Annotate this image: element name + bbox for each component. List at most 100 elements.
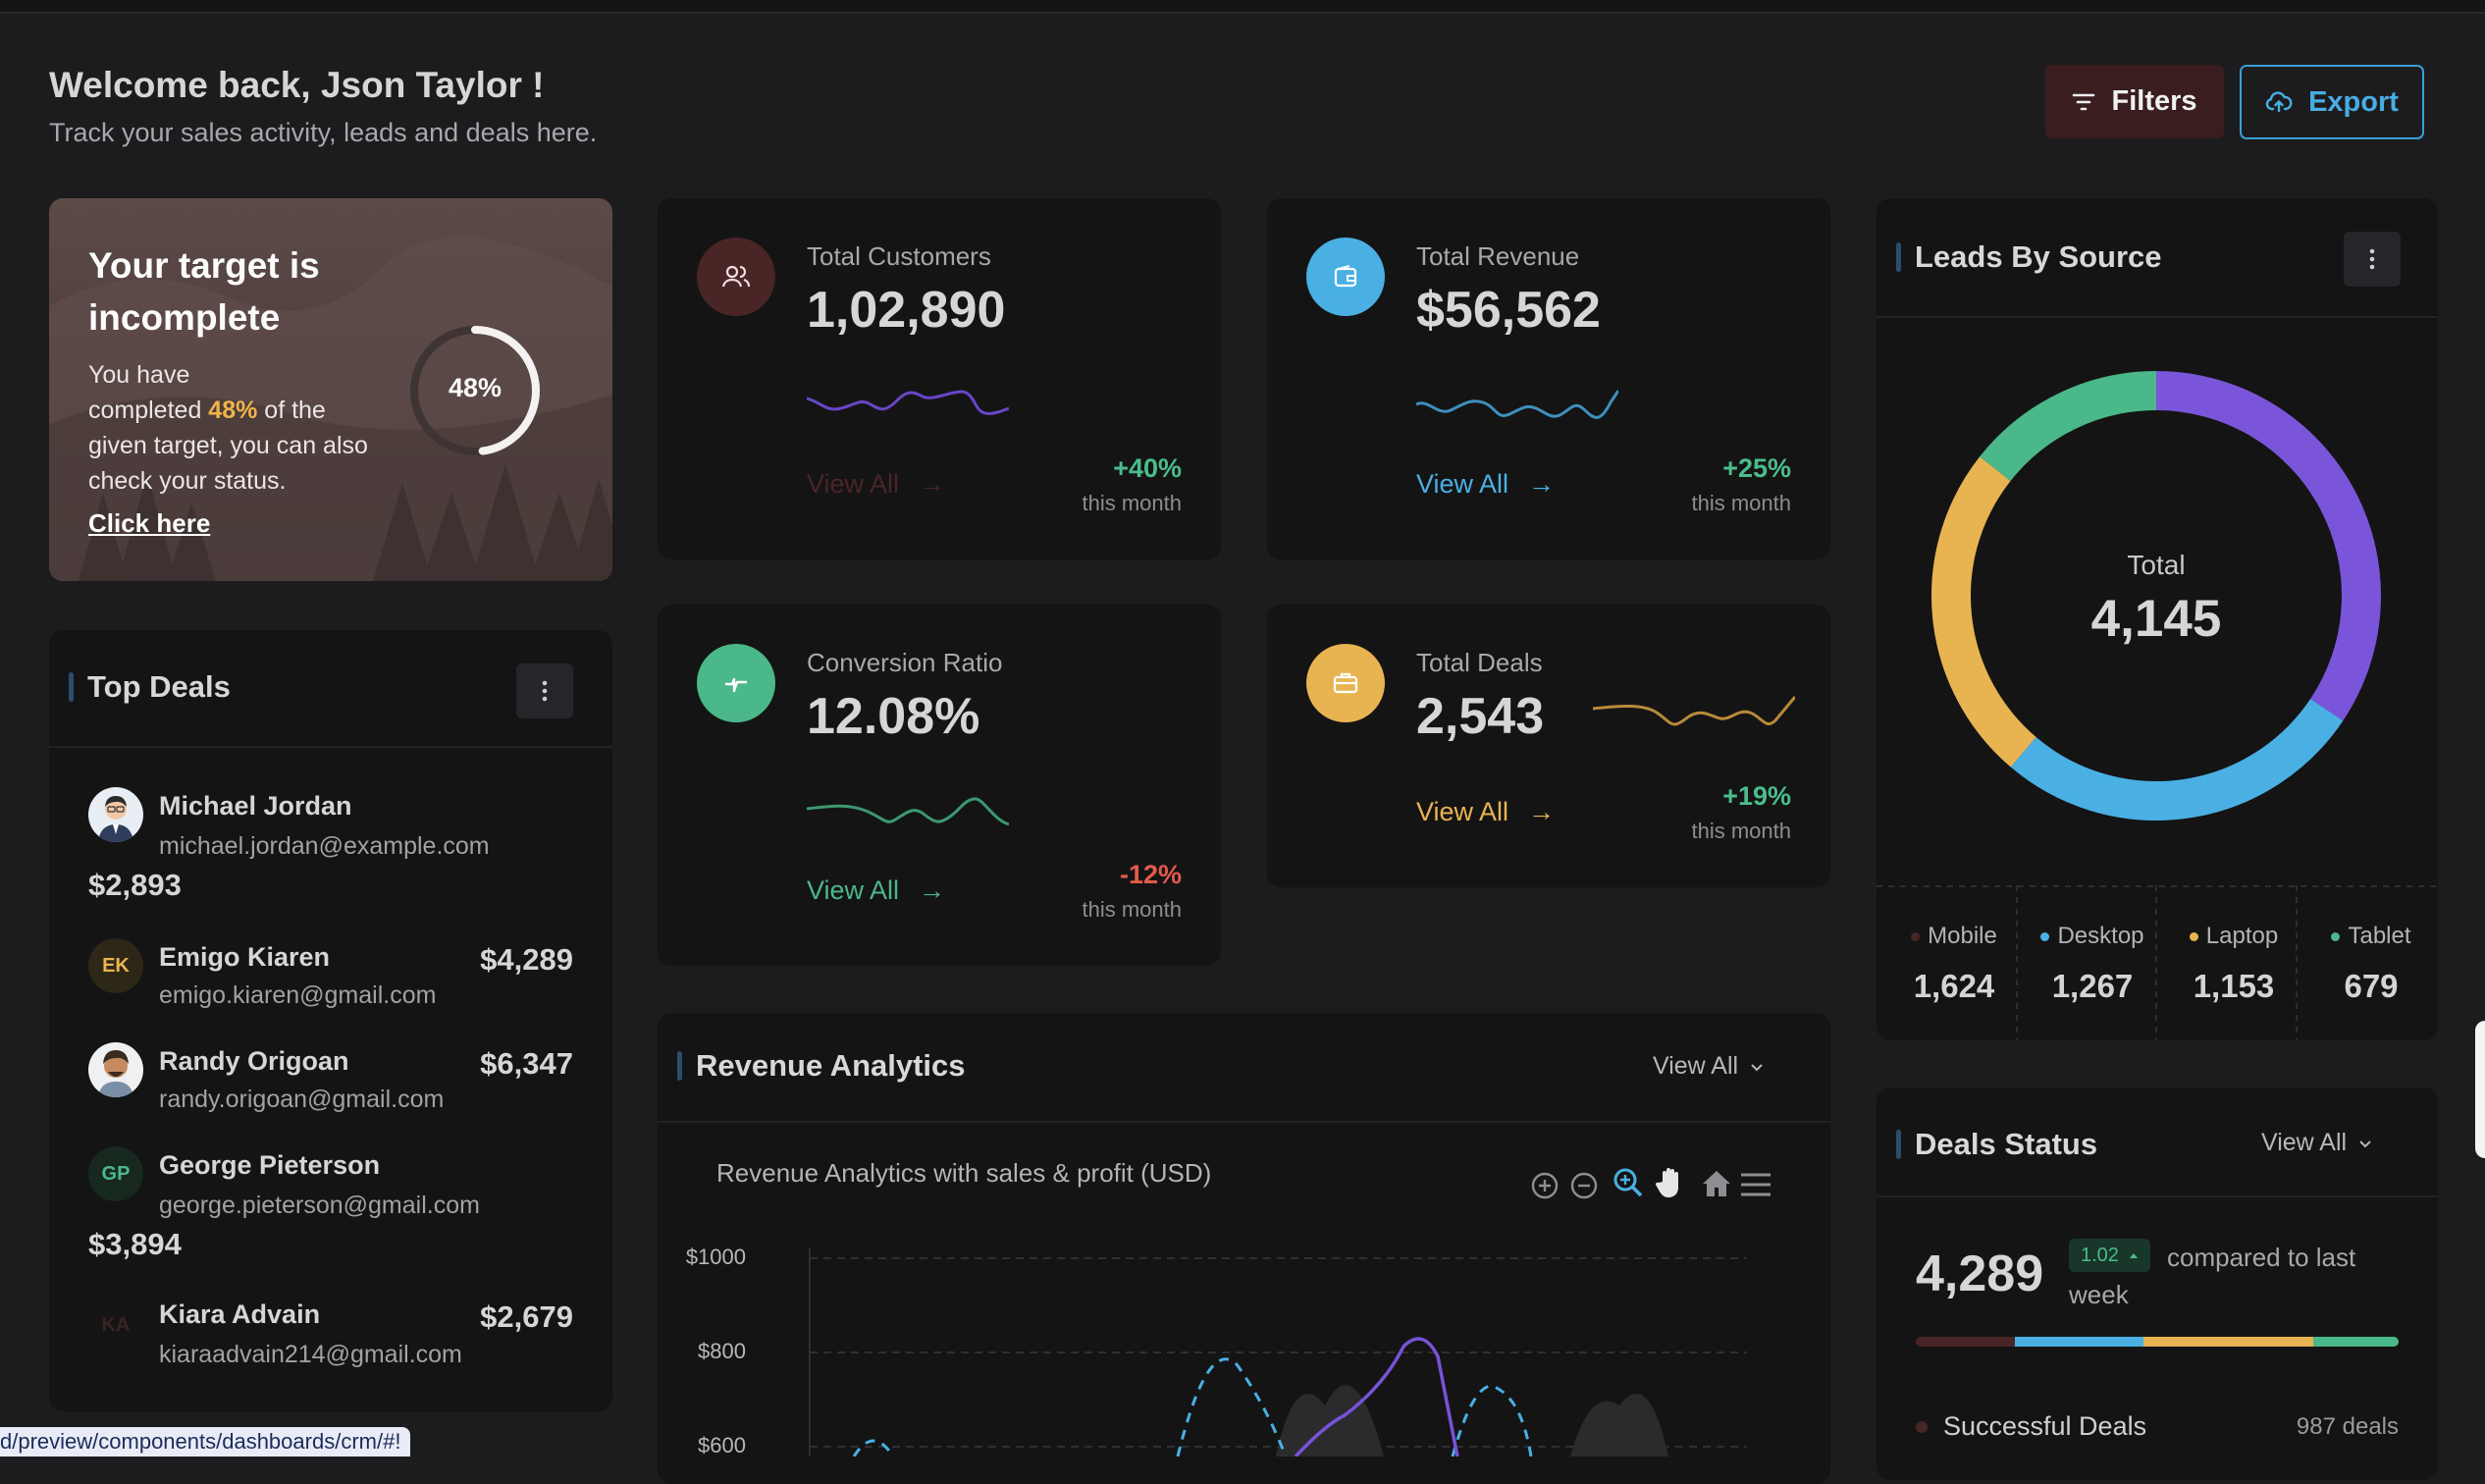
- kpi-period: this month: [1691, 819, 1792, 843]
- menu-icon[interactable]: [1739, 1172, 1772, 1197]
- kpi-icon-revenue: [1306, 238, 1385, 316]
- source-value-tablet: 679: [2344, 968, 2399, 1004]
- export-button[interactable]: Export: [2240, 65, 2424, 139]
- revenue-view-all-dropdown[interactable]: View All: [1653, 1052, 1764, 1081]
- revenue-analytics-card: Revenue Analytics View All Revenue Analy…: [658, 1013, 1830, 1484]
- deals-status-view-all-dropdown[interactable]: View All: [2261, 1129, 2372, 1157]
- source-name: Desktop: [2057, 923, 2144, 949]
- deal-email: randy.origoan@gmail.com: [159, 1086, 445, 1113]
- export-label: Export: [2308, 85, 2399, 118]
- view-all-link[interactable]: View All →: [807, 875, 945, 906]
- successful-deals-label: Successful Deals: [1943, 1411, 2147, 1441]
- page-subtitle: Track your sales activity, leads and dea…: [49, 118, 598, 147]
- leads-menu-button[interactable]: [2344, 232, 2401, 287]
- legend-dot: [1911, 931, 1921, 941]
- successful-deals-value: 987 deals: [2296, 1412, 2399, 1440]
- top-deals-title-text: Top Deals: [87, 669, 231, 704]
- target-line-2-post: of the: [257, 397, 326, 424]
- divider: [1877, 885, 2438, 887]
- progress-segment: [2015, 1337, 2143, 1347]
- donut-total-label: Total: [2127, 550, 2186, 580]
- divider: [49, 746, 612, 748]
- kpi-card-conversion: Conversion Ratio 12.08% View All → -12% t…: [658, 605, 1221, 966]
- successful-deals-row: Successful Deals 987 deals: [1916, 1411, 2399, 1442]
- top-deals-menu-button[interactable]: [516, 663, 573, 718]
- kpi-label: Total Customers: [807, 241, 991, 271]
- reset-home-icon[interactable]: [1700, 1168, 1733, 1199]
- kpi-icon-customers: [697, 238, 775, 316]
- kpi-sparkline: [807, 390, 1009, 415]
- target-line-1: You have: [88, 361, 190, 389]
- kpi-sparkline: [807, 797, 1009, 826]
- source-legend-desktop: Desktop: [2024, 923, 2161, 950]
- zoom-in-icon[interactable]: [1529, 1170, 1560, 1201]
- top-deals-title: Top Deals: [69, 669, 231, 705]
- divider: [1877, 316, 2438, 318]
- deal-amount: $4,289: [480, 942, 573, 977]
- kpi-label: Total Revenue: [1416, 241, 1580, 271]
- top-deals-card: Top Deals Michael Jordan michael.jordan@…: [49, 630, 612, 1411]
- legend-dot: [2040, 931, 2050, 941]
- donut-slice-tablet: [1980, 371, 2157, 482]
- deal-amount: $2,679: [480, 1299, 573, 1334]
- deal-amount: $6,347: [480, 1046, 573, 1081]
- arrow-right-icon: →: [1528, 797, 1556, 826]
- badge-value: 1.02: [2081, 1244, 2119, 1266]
- chevron-down-icon: [1751, 1063, 1763, 1071]
- caret-up-icon: [2129, 1253, 2138, 1258]
- pan-hand-icon[interactable]: [1655, 1164, 1688, 1199]
- deal-name: Michael Jordan: [159, 791, 352, 821]
- side-panel-handle[interactable]: [2475, 1021, 2485, 1158]
- source-name: Laptop: [2205, 923, 2279, 949]
- target-description: You have completed 48% of the given targ…: [88, 357, 402, 499]
- target-link[interactable]: Click here: [88, 508, 211, 538]
- deal-name: Kiara Advain: [159, 1299, 321, 1329]
- target-ring-label: 48%: [448, 373, 502, 402]
- selection-zoom-icon[interactable]: [1612, 1166, 1645, 1199]
- revenue-line-chart: [809, 1248, 1747, 1457]
- avatar: KA: [88, 1298, 143, 1352]
- kpi-change: +25%: [1722, 453, 1791, 483]
- source-value-desktop: 1,267: [2051, 968, 2134, 1004]
- y-tick-label: $600: [698, 1433, 746, 1458]
- chart-series-profit: [1294, 1337, 1459, 1457]
- progress-segment: [2142, 1337, 2314, 1347]
- chevron-down-icon: [2359, 1140, 2371, 1147]
- chart-series-sales: [1451, 1384, 1533, 1457]
- target-line-4: check your status.: [88, 467, 287, 495]
- source-separators: [1877, 885, 2438, 1040]
- view-all-link[interactable]: View All →: [1416, 797, 1555, 827]
- y-tick-label: $800: [698, 1339, 746, 1363]
- chart-title: Revenue Analytics with sales & profit (U…: [716, 1158, 1212, 1188]
- divider: [658, 1121, 1830, 1123]
- view-all-link[interactable]: View All →: [807, 469, 945, 500]
- arrow-right-icon: →: [1528, 469, 1556, 499]
- filters-button[interactable]: Filters: [2045, 65, 2224, 138]
- kpi-value: 1,02,890: [807, 282, 1006, 339]
- wallet-icon: [1334, 265, 1357, 288]
- view-all-link[interactable]: View All →: [1416, 469, 1555, 500]
- avatar: GP: [88, 1146, 143, 1201]
- view-all-label: View All: [1416, 469, 1509, 499]
- zoom-out-icon[interactable]: [1568, 1170, 1600, 1201]
- deals-status-card: Deals Status View All 4,289 1.02 compare…: [1877, 1087, 2438, 1480]
- kpi-label: Conversion Ratio: [807, 648, 1003, 677]
- deal-email: kiaraadvain214@gmail.com: [159, 1341, 462, 1368]
- deals-status-title-text: Deals Status: [1915, 1127, 2098, 1161]
- kpi-period: this month: [1082, 897, 1183, 922]
- briefcase-icon: [1333, 672, 1358, 694]
- target-title: Your target is incomplete: [88, 245, 320, 338]
- revenue-title: Revenue Analytics: [677, 1048, 966, 1084]
- source-legend-tablet: Tablet: [2304, 923, 2438, 950]
- pulse-icon: [725, 677, 747, 693]
- deal-email: george.pieterson@gmail.com: [159, 1192, 480, 1219]
- cloud-upload-icon: [2265, 91, 2293, 113]
- kpi-change: -12%: [1119, 860, 1182, 889]
- legend-dot: [2189, 931, 2198, 941]
- y-tick-label: $1000: [685, 1245, 746, 1269]
- kpi-change: +19%: [1722, 781, 1791, 811]
- avatar: [88, 1042, 143, 1097]
- kpi-period: this month: [1082, 491, 1183, 515]
- legend-dot: [2331, 931, 2341, 941]
- deals-status-badge: 1.02: [2069, 1239, 2150, 1272]
